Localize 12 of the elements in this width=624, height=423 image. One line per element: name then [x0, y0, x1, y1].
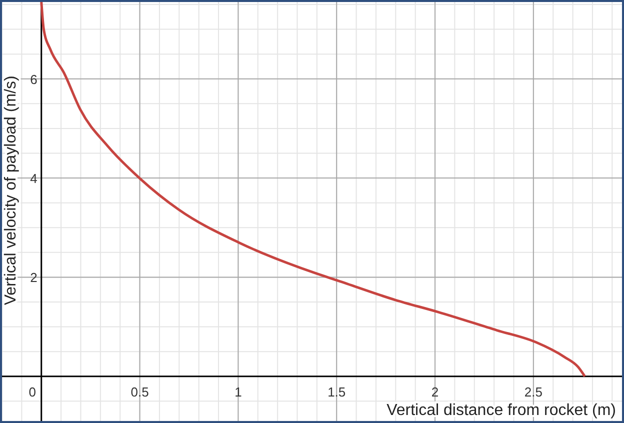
- x-tick-label: 0.5: [130, 384, 149, 400]
- y-tick-label: 4: [30, 171, 38, 186]
- x-tick-label: 0: [28, 384, 36, 400]
- x-axis-title: Vertical distance from rocket (m): [386, 402, 616, 419]
- y-tick-label: 6: [30, 72, 38, 87]
- x-tick-label: 2.5: [524, 384, 542, 400]
- x-tick-label: 1: [234, 384, 242, 400]
- x-tick-label: 2: [431, 384, 439, 400]
- line-series: [40, 2, 586, 378]
- y-axis-title: Vertical velocity of payload (m/s): [2, 76, 20, 306]
- y-tick-label: 2: [30, 270, 38, 286]
- x-tick-label: 1.5: [328, 384, 346, 400]
